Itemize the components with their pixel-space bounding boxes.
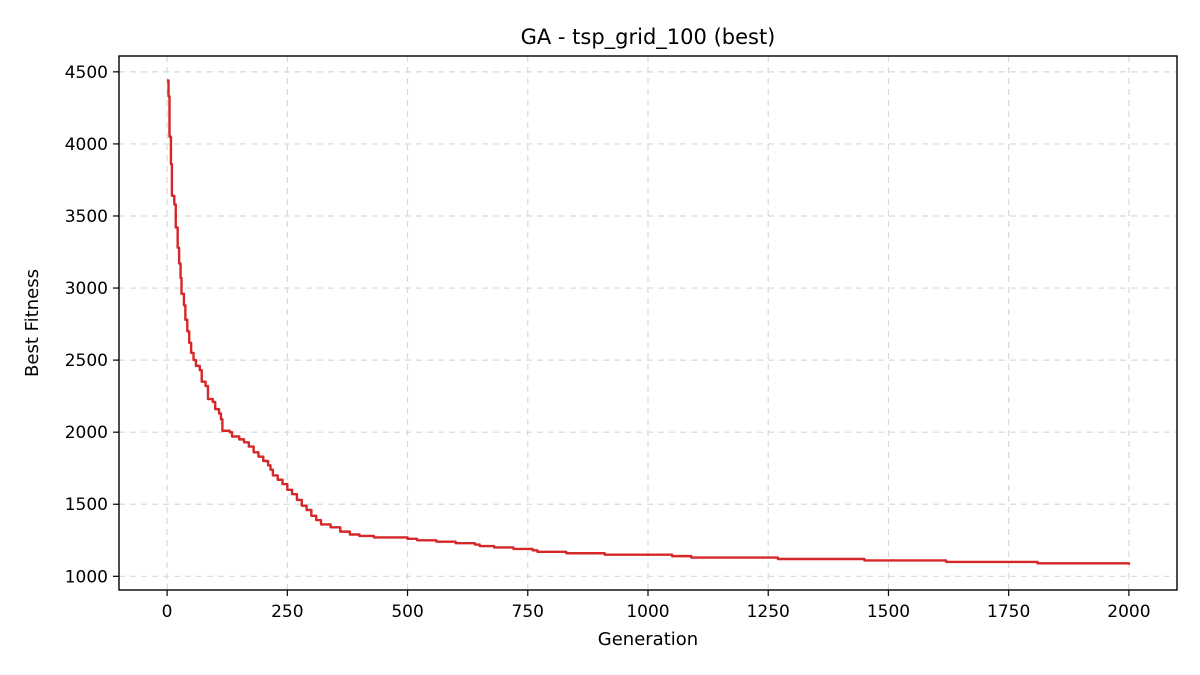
y-axis-title: Best Fitness <box>22 269 43 377</box>
chart-title: GA - tsp_grid_100 (best) <box>521 25 776 50</box>
y-tick-label-4500: 4500 <box>65 63 108 83</box>
x-tick-label-1000: 1000 <box>626 602 669 622</box>
y-tick-label-1500: 1500 <box>65 495 108 515</box>
y-tick-label-3000: 3000 <box>65 279 108 299</box>
x-tick-label-1250: 1250 <box>747 602 790 622</box>
y-axis-ticks: 1000 1500 2000 2500 3000 3500 4000 4500 <box>65 63 119 587</box>
vertical-gridlines <box>166 56 1130 590</box>
x-tick-label-500: 500 <box>391 602 423 622</box>
horizontal-gridlines <box>119 71 1177 577</box>
x-axis-title: Generation <box>598 629 698 650</box>
series-line-best-fitness <box>167 79 1131 565</box>
x-tick-label-1750: 1750 <box>987 602 1030 622</box>
y-tick-label-1000: 1000 <box>65 567 108 587</box>
x-axis-ticks: 0 250 500 750 1000 1250 1500 1750 2000 <box>162 590 1151 622</box>
x-tick-label-750: 750 <box>512 602 544 622</box>
x-tick-label-1500: 1500 <box>867 602 910 622</box>
x-tick-label-2000: 2000 <box>1107 602 1150 622</box>
series-group <box>167 79 1131 565</box>
y-tick-label-3500: 3500 <box>65 207 108 227</box>
y-tick-label-4000: 4000 <box>65 135 108 155</box>
x-tick-label-0: 0 <box>162 602 173 622</box>
y-tick-label-2500: 2500 <box>65 351 108 371</box>
x-tick-label-250: 250 <box>271 602 303 622</box>
y-tick-label-2000: 2000 <box>65 423 108 443</box>
